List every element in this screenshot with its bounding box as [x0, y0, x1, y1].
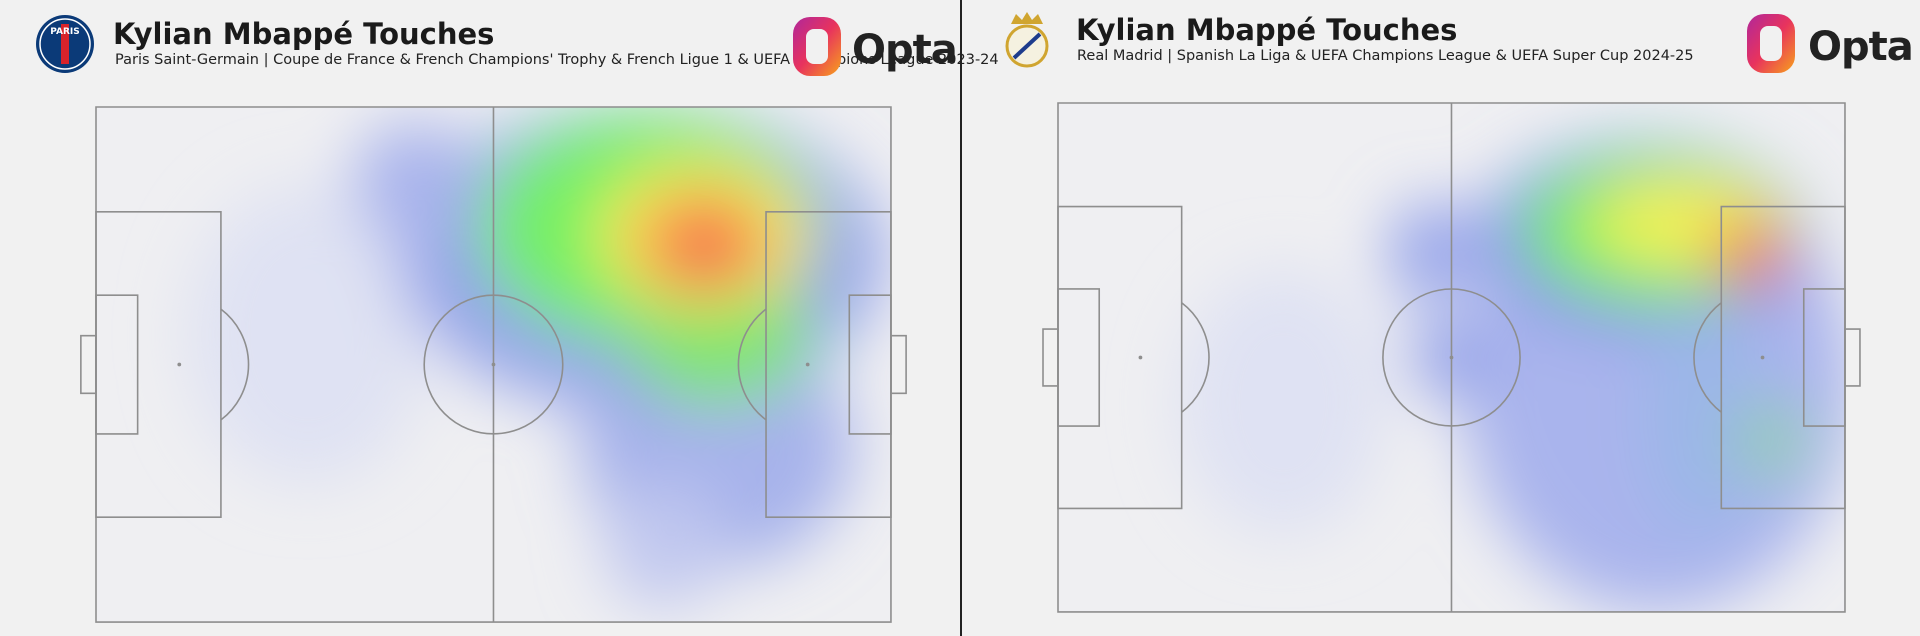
subtitle: Real Madrid | Spanish La Liga & UEFA Cha… [1077, 48, 1694, 64]
logo-text: Opta [852, 27, 957, 73]
logo-text: Opta [1808, 24, 1913, 70]
heatmap [1177, 140, 1845, 612]
panel-real-madrid: Kylian Mbappé Touches Real Madrid | Span… [1005, 12, 1914, 612]
club-badge [1005, 12, 1049, 68]
title: Kylian Mbappé Touches [1076, 13, 1457, 47]
heatmap [186, 107, 884, 607]
title: Kylian Mbappé Touches [113, 17, 494, 51]
subtitle: Paris Saint-Germain | Coupe de France & … [115, 52, 999, 68]
club-badge: PARIS [36, 15, 94, 73]
panel-psg: PARIS Kylian Mbappé Touches Paris Saint-… [36, 15, 999, 622]
opta-logo: Opta [1747, 14, 1914, 73]
pitch [1043, 103, 1860, 612]
opta-logo: Opta [793, 17, 958, 76]
pitch [81, 107, 906, 622]
badge-text: PARIS [50, 27, 80, 37]
